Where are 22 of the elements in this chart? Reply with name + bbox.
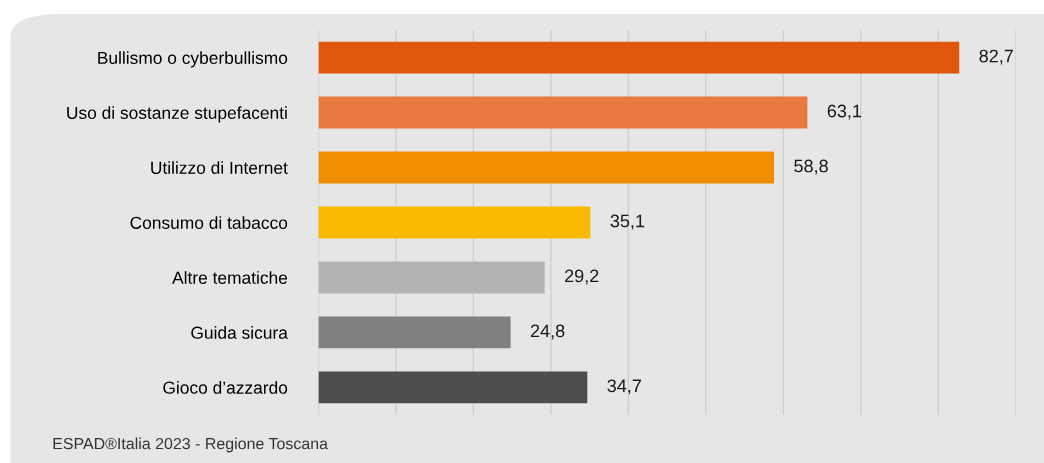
text: ESPAD®Italia 2023 - Regione Toscana bbox=[53, 437, 328, 453]
bar bbox=[318, 261, 545, 294]
y-tick-label: Bullismo o cyberbullismo bbox=[98, 51, 288, 68]
bar bbox=[318, 371, 588, 404]
data-label: 34,7 bbox=[607, 379, 641, 395]
y-tick-label: Altre tematiche bbox=[172, 271, 288, 284]
data-label: 29,2 bbox=[565, 269, 599, 285]
bar bbox=[318, 96, 808, 129]
data-label: 63,1 bbox=[827, 104, 862, 120]
bar bbox=[318, 206, 591, 239]
data-label: 82,7 bbox=[979, 49, 1013, 65]
y-tick-label: Utilizzo di Internet bbox=[151, 161, 288, 174]
bar bbox=[318, 41, 960, 74]
bar bbox=[318, 316, 511, 349]
y-tick-label: Consumo di tabacco bbox=[130, 216, 288, 229]
y-tick-label: Guida sicura bbox=[191, 326, 288, 339]
bar bbox=[318, 151, 775, 184]
y-tick-label: Uso di sostanze stupefacenti bbox=[67, 106, 287, 123]
data-label: 24,8 bbox=[530, 324, 565, 340]
data-label: 58,8 bbox=[794, 159, 828, 175]
y-tick-label: Gioco d’azzardo bbox=[163, 381, 288, 394]
data-label: 35,1 bbox=[610, 214, 645, 230]
